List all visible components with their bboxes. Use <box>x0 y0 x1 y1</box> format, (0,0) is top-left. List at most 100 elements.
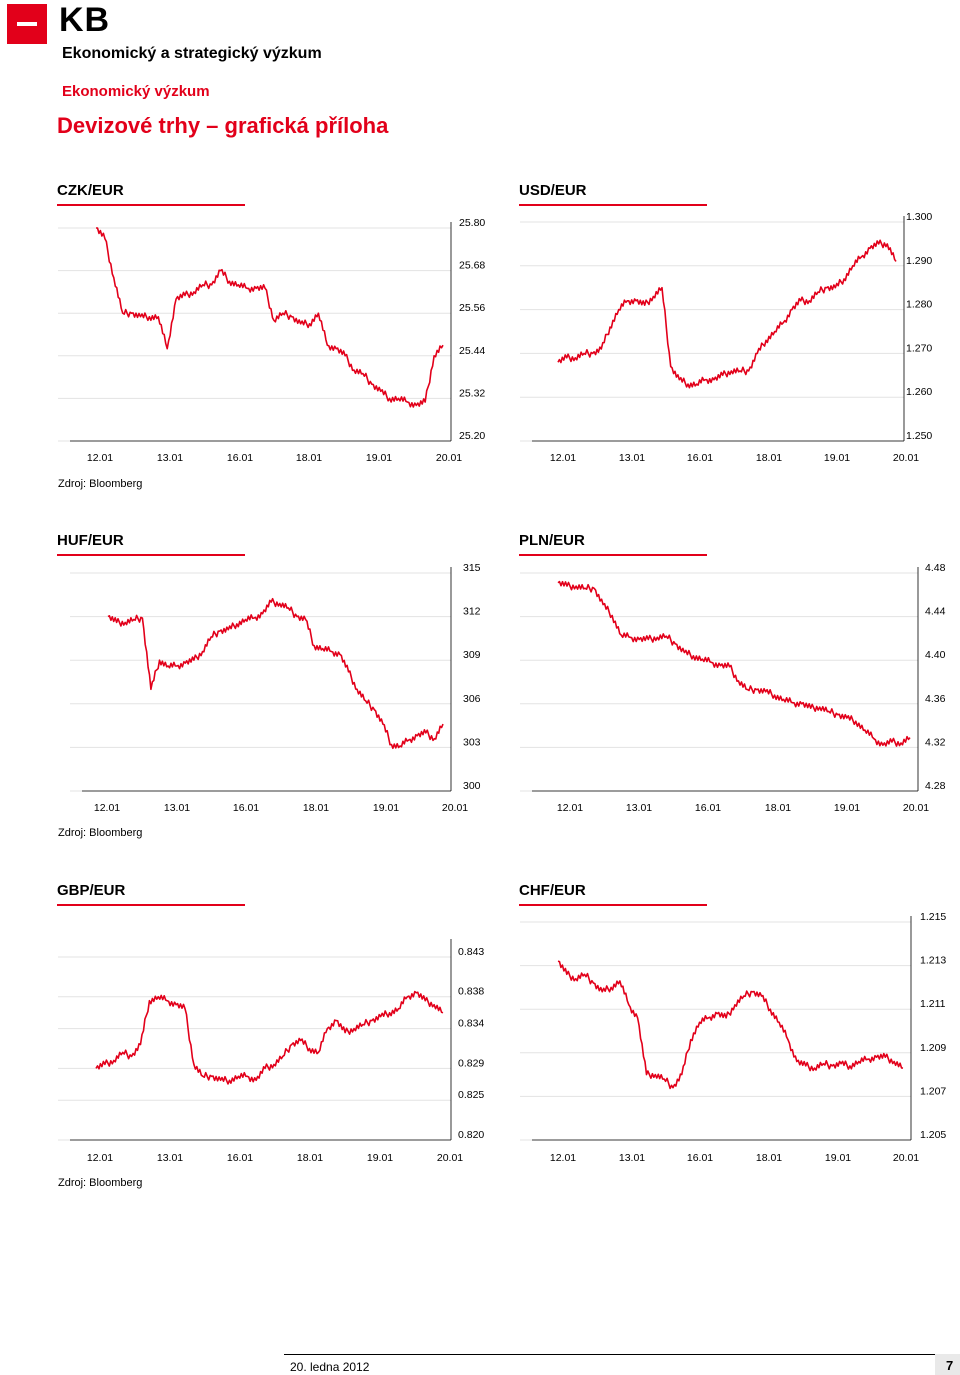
chart-title: USD/EUR <box>519 182 587 199</box>
y-tick-label: 306 <box>463 693 481 705</box>
y-tick-label: 309 <box>463 649 481 661</box>
y-tick-label: 1.213 <box>920 955 946 967</box>
series-line <box>557 580 911 747</box>
chart-title-rule <box>57 204 245 206</box>
section-title: Ekonomický výzkum <box>62 83 210 100</box>
chart-title-rule <box>519 904 707 906</box>
y-tick-label: 4.40 <box>925 649 946 661</box>
x-tick-label: 13.01 <box>619 452 645 464</box>
y-tick-label: 1.207 <box>920 1085 946 1097</box>
x-tick-label: 20.01 <box>903 802 929 814</box>
x-tick-label: 16.01 <box>687 452 713 464</box>
x-tick-label: 19.01 <box>366 452 392 464</box>
department-title: Ekonomický a strategický výzkum <box>62 45 322 62</box>
x-tick-label: 13.01 <box>619 1152 645 1164</box>
y-tick-label: 1.209 <box>920 1042 946 1054</box>
logo-mark <box>7 4 47 44</box>
x-tick-label: 19.01 <box>825 1152 851 1164</box>
chart-title: GBP/EUR <box>57 882 126 899</box>
x-tick-label: 20.01 <box>893 1152 919 1164</box>
footer-date: 20. ledna 2012 <box>290 1360 370 1374</box>
x-tick-label: 12.01 <box>94 802 120 814</box>
x-tick-label: 16.01 <box>687 1152 713 1164</box>
y-tick-label: 1.211 <box>920 998 946 1010</box>
footer-page-box <box>935 1354 960 1375</box>
x-tick-label: 16.01 <box>227 452 253 464</box>
page-title: Devizové trhy – grafická příloha <box>57 113 389 138</box>
x-tick-label: 19.01 <box>367 1152 393 1164</box>
x-tick-label: 12.01 <box>550 1152 576 1164</box>
y-tick-label: 4.48 <box>925 562 946 574</box>
x-tick-label: 13.01 <box>157 1152 183 1164</box>
x-tick-label: 16.01 <box>227 1152 253 1164</box>
y-tick-label: 4.36 <box>925 693 946 705</box>
x-tick-label: 19.01 <box>373 802 399 814</box>
y-tick-label: 0.843 <box>458 946 484 958</box>
series-line <box>107 597 444 750</box>
kb-logo: KB <box>7 1 122 44</box>
x-tick-label: 18.01 <box>765 802 791 814</box>
x-tick-label: 13.01 <box>626 802 652 814</box>
series-line <box>96 227 444 408</box>
x-tick-label: 20.01 <box>437 1152 463 1164</box>
y-tick-label: 303 <box>463 736 481 748</box>
y-tick-label: 4.44 <box>925 606 946 618</box>
y-tick-label: 0.820 <box>458 1129 484 1141</box>
chart-title-rule <box>519 204 707 206</box>
y-tick-label: 25.56 <box>459 302 485 314</box>
x-tick-label: 13.01 <box>164 802 190 814</box>
source-note: Zdroj: Bloomberg <box>58 478 143 490</box>
y-tick-label: 1.270 <box>906 342 932 354</box>
y-tick-label: 1.260 <box>906 386 932 398</box>
y-tick-label: 25.68 <box>459 260 485 272</box>
logo-text: KB <box>59 1 111 39</box>
x-tick-label: 20.01 <box>893 452 919 464</box>
x-tick-label: 12.01 <box>557 802 583 814</box>
x-tick-label: 13.01 <box>157 452 183 464</box>
y-tick-label: 0.829 <box>458 1057 484 1069</box>
x-tick-label: 12.01 <box>87 452 113 464</box>
source-note: Zdroj: Bloomberg <box>58 827 143 839</box>
series-line <box>557 239 897 389</box>
chart-title: CZK/EUR <box>57 182 124 199</box>
y-tick-label: 1.300 <box>906 211 932 223</box>
y-tick-label: 4.32 <box>925 736 946 748</box>
source-note: Zdroj: Bloomberg <box>58 1177 143 1189</box>
chart-title-rule <box>519 554 707 556</box>
chart-title: CHF/EUR <box>519 882 586 899</box>
x-tick-label: 18.01 <box>756 1152 782 1164</box>
x-tick-label: 20.01 <box>436 452 462 464</box>
chart-title-rule <box>57 904 245 906</box>
y-tick-label: 0.834 <box>458 1018 484 1030</box>
y-tick-label: 25.44 <box>459 345 485 357</box>
y-tick-label: 1.205 <box>920 1129 946 1141</box>
y-tick-label: 1.215 <box>920 911 946 923</box>
y-tick-label: 1.290 <box>906 255 932 267</box>
x-tick-label: 19.01 <box>824 452 850 464</box>
x-tick-label: 18.01 <box>303 802 329 814</box>
footer-rule <box>284 1354 960 1355</box>
y-tick-label: 315 <box>463 562 481 574</box>
y-tick-label: 0.838 <box>458 986 484 998</box>
series-line <box>95 990 444 1085</box>
y-tick-label: 300 <box>463 780 481 792</box>
x-tick-label: 12.01 <box>87 1152 113 1164</box>
page-number: 7 <box>946 1358 954 1373</box>
chart-title: PLN/EUR <box>519 532 585 549</box>
x-tick-label: 18.01 <box>756 452 782 464</box>
x-tick-label: 18.01 <box>297 1152 323 1164</box>
x-tick-label: 20.01 <box>442 802 468 814</box>
y-tick-label: 25.80 <box>459 217 485 229</box>
chart-title-rule <box>57 554 245 556</box>
y-tick-label: 312 <box>463 606 481 618</box>
chart-title: HUF/EUR <box>57 532 124 549</box>
x-tick-label: 16.01 <box>233 802 259 814</box>
y-tick-label: 25.20 <box>459 430 485 442</box>
x-tick-label: 16.01 <box>695 802 721 814</box>
